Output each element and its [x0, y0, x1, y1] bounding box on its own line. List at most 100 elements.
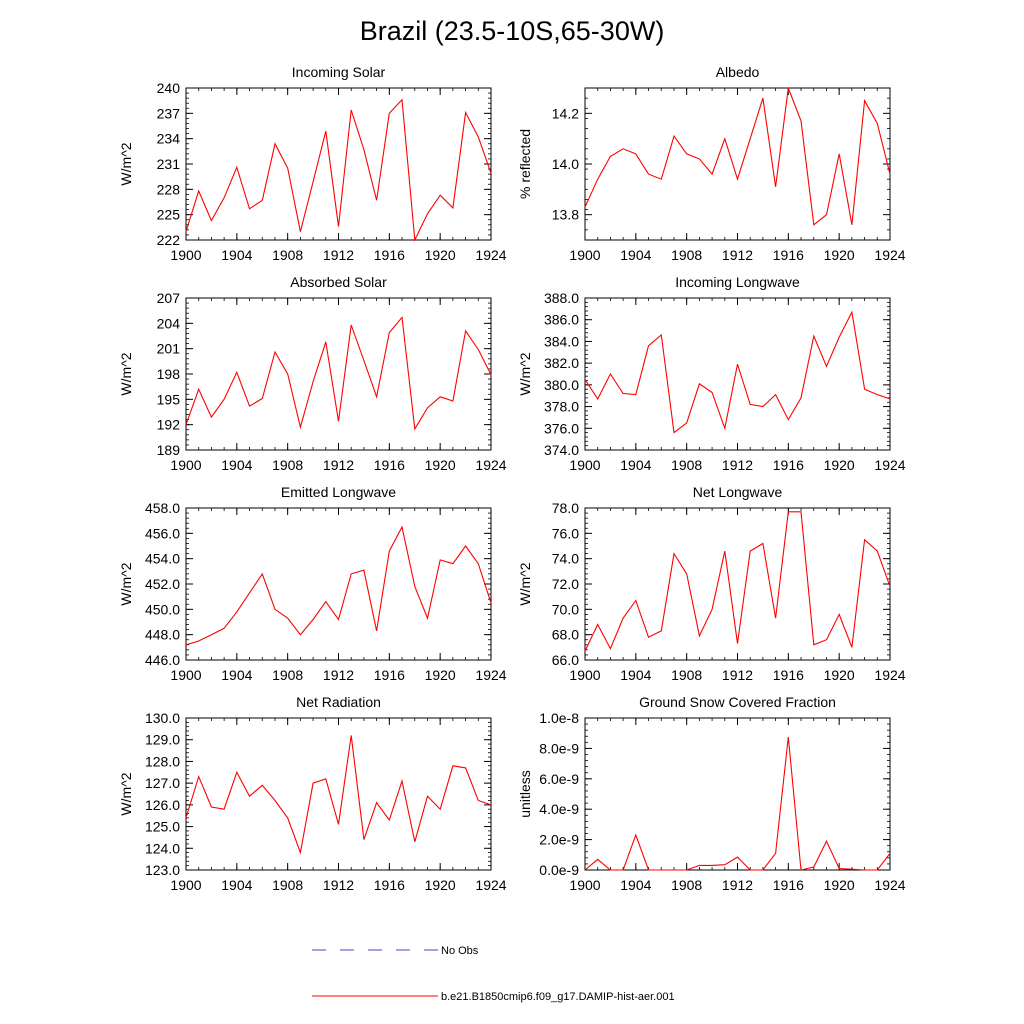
x-tick-label: 1900	[170, 457, 201, 473]
x-tick-label: 1916	[374, 457, 405, 473]
x-tick-label: 1908	[272, 457, 303, 473]
x-tick-label: 1916	[773, 247, 804, 263]
x-tick-label: 1912	[323, 667, 354, 683]
y-tick-label: 231	[157, 156, 181, 172]
x-tick-label: 1908	[671, 667, 702, 683]
x-tick-label: 1920	[824, 457, 855, 473]
chart-title: Incoming Solar	[292, 64, 386, 80]
x-tick-label: 1920	[425, 667, 456, 683]
y-tick-label: 14.0	[552, 156, 579, 172]
x-tick-label: 1920	[824, 247, 855, 263]
y-tick-label: 127.0	[145, 775, 180, 791]
y-tick-label: 195	[157, 391, 181, 407]
chart-panel: Albedo % reflected 1900 1904 1908 1912 1916 192…	[517, 64, 906, 263]
x-tick-label: 1904	[620, 667, 651, 683]
chart-panel: Ground Snow Covered Fraction unitless 1900…	[517, 694, 906, 893]
plot-frame	[185, 87, 492, 241]
y-tick-label: 201	[157, 341, 181, 357]
series-line	[185, 316, 492, 431]
x-tick-label: 1920	[824, 877, 855, 893]
y-tick-label: 237	[157, 105, 181, 121]
x-tick-label: 1908	[671, 457, 702, 473]
y-tick-label: 8.0e-9	[539, 740, 579, 756]
chart-title: Albedo	[716, 64, 760, 80]
y-axis-label: % reflected	[517, 129, 533, 199]
y-tick-label: 458.0	[145, 500, 180, 516]
chart-panel: Net Longwave W/m^2 1900 1904 1908 1912 1916 192…	[517, 484, 906, 683]
x-tick-label: 1920	[425, 247, 456, 263]
x-tick-label: 1924	[475, 667, 506, 683]
y-tick-label: 129.0	[145, 732, 180, 748]
y-tick-label: 13.8	[552, 207, 579, 223]
x-tick-label: 1916	[773, 877, 804, 893]
x-tick-label: 1912	[323, 877, 354, 893]
y-tick-label: 240	[157, 80, 181, 96]
y-tick-label: 76.0	[552, 525, 579, 541]
y-tick-label: 4.0e-9	[539, 801, 579, 817]
y-tick-label: 68.0	[552, 627, 579, 643]
y-tick-label: 0.0e-9	[539, 862, 579, 878]
series-line	[185, 735, 492, 855]
y-tick-label: 72.0	[552, 576, 579, 592]
y-tick-label: 128.0	[145, 753, 180, 769]
y-tick-label: 448.0	[145, 627, 180, 643]
x-tick-label: 1908	[272, 877, 303, 893]
x-tick-label: 1912	[323, 457, 354, 473]
y-tick-label: 70.0	[552, 601, 579, 617]
y-tick-label: 124.0	[145, 840, 180, 856]
x-tick-label: 1904	[620, 457, 651, 473]
y-tick-label: 234	[157, 131, 181, 147]
plot-frame	[584, 717, 891, 871]
y-tick-label: 66.0	[552, 652, 579, 668]
x-tick-label: 1908	[272, 247, 303, 263]
plot-frame	[584, 87, 891, 241]
y-tick-label: 456.0	[145, 525, 180, 541]
y-tick-label: 74.0	[552, 551, 579, 567]
y-axis-label: unitless	[517, 770, 533, 817]
plot-frame	[584, 507, 891, 661]
chart-title: Emitted Longwave	[281, 484, 396, 500]
legend-label-model: b.e21.B1850cmip6.f09_g17.DAMIP-hist-aer.…	[441, 991, 675, 1003]
x-tick-label: 1924	[475, 877, 506, 893]
x-tick-label: 1908	[272, 667, 303, 683]
y-axis-label: W/m^2	[517, 352, 533, 395]
x-tick-label: 1900	[170, 877, 201, 893]
y-tick-label: 374.0	[544, 442, 579, 458]
x-tick-label: 1912	[722, 247, 753, 263]
chart-panel: Incoming Longwave W/m^2 1900 1904 1908 1912 19…	[517, 274, 906, 473]
y-tick-label: 446.0	[145, 652, 180, 668]
chart-panel: Absorbed Solar W/m^2 1900 1904 1908 1912 1916 1…	[118, 274, 507, 473]
y-tick-label: 204	[157, 315, 181, 331]
series-line	[185, 525, 492, 646]
y-tick-label: 386.0	[544, 312, 579, 328]
chart-panel: Net Radiation W/m^2 1900 1904 1908 1912 1916 19…	[118, 694, 507, 893]
x-tick-label: 1912	[722, 877, 753, 893]
x-tick-label: 1916	[374, 247, 405, 263]
x-tick-label: 1900	[569, 247, 600, 263]
y-axis-label: W/m^2	[118, 562, 134, 605]
y-tick-label: 123.0	[145, 862, 180, 878]
y-tick-label: 228	[157, 181, 181, 197]
x-tick-label: 1908	[671, 247, 702, 263]
x-tick-label: 1904	[620, 247, 651, 263]
x-tick-label: 1908	[671, 877, 702, 893]
y-tick-label: 450.0	[145, 601, 180, 617]
figure-title: Brazil (23.5-10S,65-30W)	[360, 16, 665, 46]
chart-panel: Emitted Longwave W/m^2 1900 1904 1908 1912 191…	[118, 484, 507, 683]
x-tick-label: 1924	[874, 667, 905, 683]
x-tick-label: 1924	[475, 457, 506, 473]
y-tick-label: 207	[157, 290, 181, 306]
chart-title: Ground Snow Covered Fraction	[639, 694, 836, 710]
x-tick-label: 1924	[874, 247, 905, 263]
chart-panel: Incoming Solar W/m^2 1900 1904 1908 1912 1916 1…	[118, 64, 507, 263]
x-tick-label: 1920	[425, 877, 456, 893]
series-line	[185, 98, 492, 243]
y-tick-label: 376.0	[544, 420, 579, 436]
legend: No Obs b.e21.B1850cmip6.f09_g17.DAMIP-hi…	[312, 945, 675, 1003]
y-tick-label: 388.0	[544, 290, 579, 306]
series-line	[584, 736, 891, 871]
series-line	[584, 87, 891, 226]
panels: Incoming Solar W/m^2 1900 1904 1908 1912 1916 1…	[118, 64, 906, 893]
y-tick-label: 130.0	[145, 710, 180, 726]
